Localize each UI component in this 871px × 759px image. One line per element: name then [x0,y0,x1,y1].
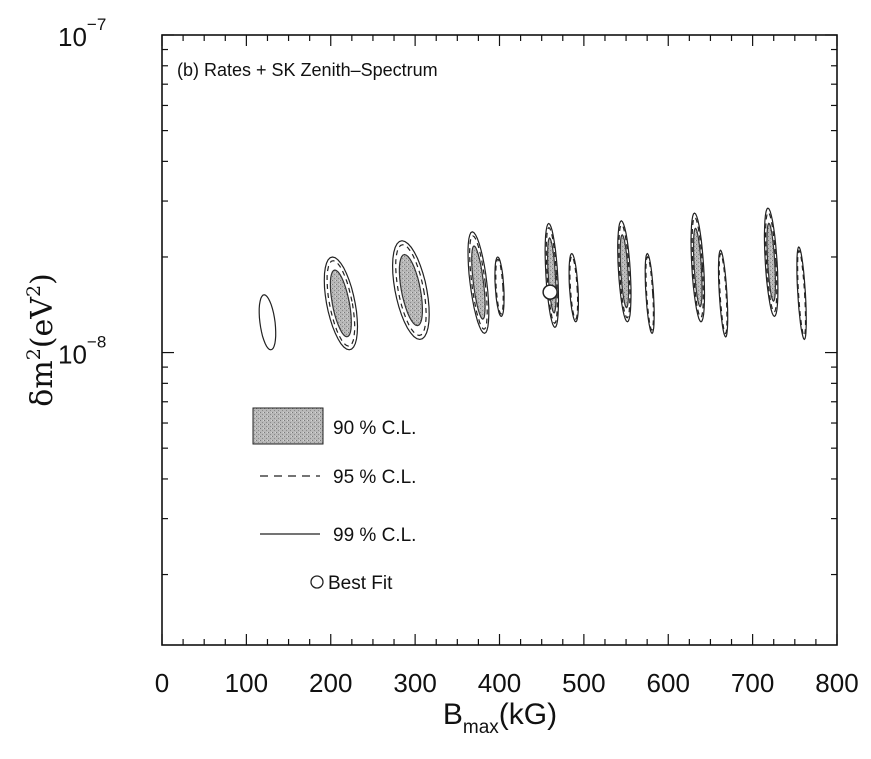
region-10 [717,249,729,338]
x-tick-label: 600 [647,668,690,698]
contour-99-cl [467,231,490,334]
contour-99-cl [690,212,706,323]
legend: 90 % C.L. 95 % C.L. 99 % C.L. Best Fit [252,407,416,594]
region-5 [544,222,560,329]
x-tick-label: 400 [478,668,521,698]
y-tick-label: 10−7 [58,15,106,52]
y-tick-label: 10−8 [58,333,106,370]
contour-99-cl [323,256,359,351]
region-1 [323,256,359,351]
contour-95-cl [691,216,705,319]
contour-95-cl [569,255,579,320]
legend-item-90: 90 % C.L. [252,407,416,445]
region-9 [690,212,706,323]
contour-95-cl [468,235,488,330]
x-tick-label: 100 [225,668,268,698]
legend-item-95: 95 % C.L. [260,467,416,488]
legend-label-99: 99 % C.L. [333,525,416,546]
x-tick-labels: 0 100 200 300 400 500 600 700 800 [155,668,859,698]
contour-99-cl [796,246,807,341]
confidence-regions [258,207,807,351]
x-tick-label: 200 [309,668,352,698]
contour-95-cl [796,249,807,337]
region-4 [494,256,505,318]
region-7 [617,220,632,323]
legend-best-fit-marker [310,575,324,589]
region-0 [258,294,277,351]
legend-label-90: 90 % C.L. [333,418,416,439]
region-12 [796,246,807,341]
legend-swatch-90 [252,407,324,445]
region-8 [644,252,655,335]
contour-99-cl [568,252,579,323]
contour-99-cl [763,207,779,318]
contour-99-cl [544,222,560,329]
x-tick-label: 300 [393,668,436,698]
region-6 [568,252,579,323]
legend-label-95: 95 % C.L. [333,467,416,488]
contour-95-cl [495,258,504,315]
contour-95-cl [618,224,631,319]
x-tick-label: 500 [562,668,605,698]
contour-90-cl [398,253,423,327]
axis-ticks [161,34,838,645]
legend-item-99: 99 % C.L. [260,525,416,546]
y-axis-label: δm2(eV2) [23,273,60,407]
contour-95-cl [395,244,427,337]
contour-95-cl [645,255,654,331]
contour-99-cl [617,220,632,323]
contour-99-cl [391,240,430,341]
region-2 [391,240,430,341]
contour-90-cl [471,245,486,320]
region-11 [763,207,779,318]
contour-95-cl [326,260,356,347]
x-tick-label: 700 [731,668,774,698]
best-fit-point [542,284,558,300]
contour-90-cl [692,227,703,308]
contour-95-cl [765,211,778,313]
legend-label-best-fit: Best Fit [328,573,393,594]
contour-95-cl [718,252,728,335]
contour-99-cl [494,256,505,318]
contour-99-cl [717,249,729,338]
x-tick-label: 800 [815,668,858,698]
panel-label: (b) Rates + SK Zenith–Spectrum [177,60,438,80]
contour-99-cl [644,252,655,335]
contour-90-cl [766,222,776,303]
x-axis-label: Bmax(kG) [443,698,557,738]
contour-99-cl [258,294,277,351]
contour-90-cl [329,269,352,338]
contour-90-cl [619,234,630,309]
y-tick-labels: 10−8 10−7 [58,15,106,370]
legend-item-best-fit: Best Fit [310,573,393,594]
x-tick-label: 0 [155,668,169,698]
region-3 [467,231,490,334]
